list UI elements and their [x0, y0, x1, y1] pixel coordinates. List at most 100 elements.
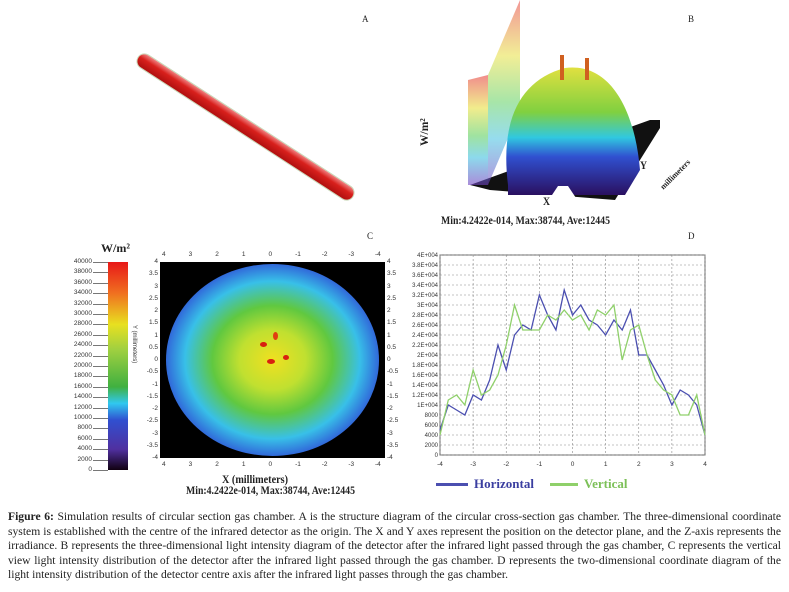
irradiance-3d-plot [468, 0, 660, 200]
y-tick-label: 2.6E+004 [412, 323, 439, 329]
colorbar-tick-mark [93, 282, 108, 284]
x-tick-top: 1 [241, 251, 246, 258]
y-tick-label: 4E+004 [417, 253, 439, 259]
y-tick-right: 2 [387, 307, 391, 314]
y-tick-right: 0 [387, 356, 391, 363]
y-tick-right: 2.5 [387, 294, 397, 302]
peak-spike [560, 55, 564, 80]
x-tick-top: -3 [348, 251, 355, 258]
y-tick-label: 1.4E+004 [412, 383, 439, 389]
colorbar-tick: 16000 [73, 382, 92, 390]
y-tick-left: 2 [154, 307, 158, 314]
colorbar-tick: 6000 [77, 434, 92, 442]
x-tick-top: 4 [162, 251, 166, 258]
y-tick-left: 3 [154, 282, 158, 290]
panel-c-stats: Min:4.2422e-014, Max:38744, Ave:12445 [186, 485, 355, 497]
x-tick-label: 3 [670, 461, 674, 468]
y-tick-label: 1.6E+004 [412, 373, 439, 379]
y-tick-left: -4 [152, 454, 158, 461]
legend-label-vertical: Vertical [583, 476, 628, 491]
hot-spot [283, 355, 289, 360]
y-tick-right: -0.5 [387, 368, 399, 376]
y-tick-left: -2.5 [146, 417, 158, 425]
colorbar-title: W/m² [101, 241, 130, 255]
colorbar-tick-mark [93, 449, 108, 451]
x-tick-label: -1 [536, 461, 542, 468]
y-tick-right: 1.5 [387, 319, 397, 327]
y-tick-left: 2.5 [148, 294, 158, 302]
colorbar-tick: 12000 [73, 403, 92, 411]
z-axis-label: W/m² [419, 118, 431, 146]
x-tick-top: 0 [268, 251, 273, 258]
y-tick-label: 2000 [425, 443, 439, 449]
x-tick-label: 1 [604, 461, 608, 468]
y-tick-label: 4000 [425, 433, 439, 439]
y-tick-right: 1 [387, 331, 391, 339]
x-tick-top: -2 [321, 251, 328, 258]
colorbar-tick-mark [93, 303, 108, 305]
y-tick-left: 1.5 [148, 319, 158, 327]
colorbar-tick: 14000 [73, 393, 92, 401]
y-tick-label: 1.8E+004 [412, 363, 439, 369]
base-gap [550, 186, 576, 198]
y-tick-right: -3 [387, 429, 393, 437]
x-tick-bottom: -2 [321, 461, 328, 468]
y-tick-label: 3.8E+004 [412, 263, 439, 269]
y-tick-label: 1.2E+004 [412, 393, 439, 399]
x-tick-label: 0 [571, 461, 575, 468]
colorbar-tick: 34000 [73, 289, 92, 297]
x-tick-top: 2 [215, 251, 219, 258]
colorbar-tick: 36000 [73, 278, 92, 286]
colorbar-tick-mark [93, 407, 108, 409]
colorbar-tick: 4000 [77, 445, 92, 453]
x-tick-bottom: 0 [268, 461, 273, 468]
legend: Horizontal Vertical [436, 476, 628, 492]
z-scale-wall [468, 75, 488, 185]
colorbar-tick-mark [93, 470, 108, 471]
y-tick-left: 4 [154, 258, 158, 265]
y-tick-label: 3E+004 [417, 303, 439, 309]
x-tick-bottom: 3 [188, 461, 193, 468]
y-tick-right: -2.5 [387, 417, 399, 425]
y-tick-left: 3.5 [148, 270, 158, 278]
x-tick-label: -3 [470, 461, 476, 468]
y-tick-left: -1 [152, 380, 158, 388]
x-axis-label: X (millimeters) [222, 472, 288, 486]
x-tick-bottom: -1 [295, 461, 301, 468]
y-tick-right: -4 [387, 454, 393, 461]
caption-label: Figure 6: [8, 510, 54, 523]
y-tick-label: 6000 [425, 423, 439, 429]
y-tick-right: -3.5 [387, 441, 399, 449]
x-tick-bottom: 1 [241, 461, 246, 468]
colorbar-tick-mark [93, 397, 108, 399]
y-tick-right: 4 [387, 258, 391, 265]
colorbar-tick-mark [93, 324, 108, 326]
x-tick-label: 4 [703, 461, 707, 468]
y-tick-right: -1.5 [387, 392, 399, 400]
line-chart: 0 2000 4000 6000 8000 1E+004 1.2E+004 1.4E+004 1… [412, 253, 707, 468]
x-tick-bottom: 4 [162, 461, 166, 468]
x-tick-label: -2 [503, 461, 509, 468]
y-tick-left: -1.5 [146, 392, 158, 400]
colorbar-tick: 10000 [73, 414, 92, 421]
y-tick-right: -1 [387, 380, 393, 388]
y-tick-label: 3.4E+004 [412, 283, 439, 289]
y-axis-label: Y [640, 160, 648, 172]
x-tick-label: -4 [437, 461, 443, 468]
y-tick-label: 2.4E+004 [412, 333, 439, 339]
panel-b-stats: Min:4.2422e-014, Max:38744, Ave:12445 [441, 215, 610, 227]
x-tick-top: -4 [375, 251, 381, 258]
colorbar-tick-mark [93, 459, 108, 461]
y-tick-label: 2E+004 [417, 353, 439, 359]
gas-chamber-tube [134, 51, 357, 203]
panel-label-c: C [367, 231, 374, 241]
colorbar-tick: 0 [88, 466, 92, 473]
y-tick-label: 3.6E+004 [412, 273, 439, 279]
panel-label-d: D [688, 231, 695, 241]
colorbar-tick-mark [93, 386, 108, 388]
color-plane [488, 0, 520, 185]
colorbar-tick-mark [93, 334, 108, 336]
y-tick-label: 3.2E+004 [412, 293, 439, 299]
colorbar-tick-mark [93, 376, 108, 378]
colorbar-tick-mark [93, 345, 108, 347]
